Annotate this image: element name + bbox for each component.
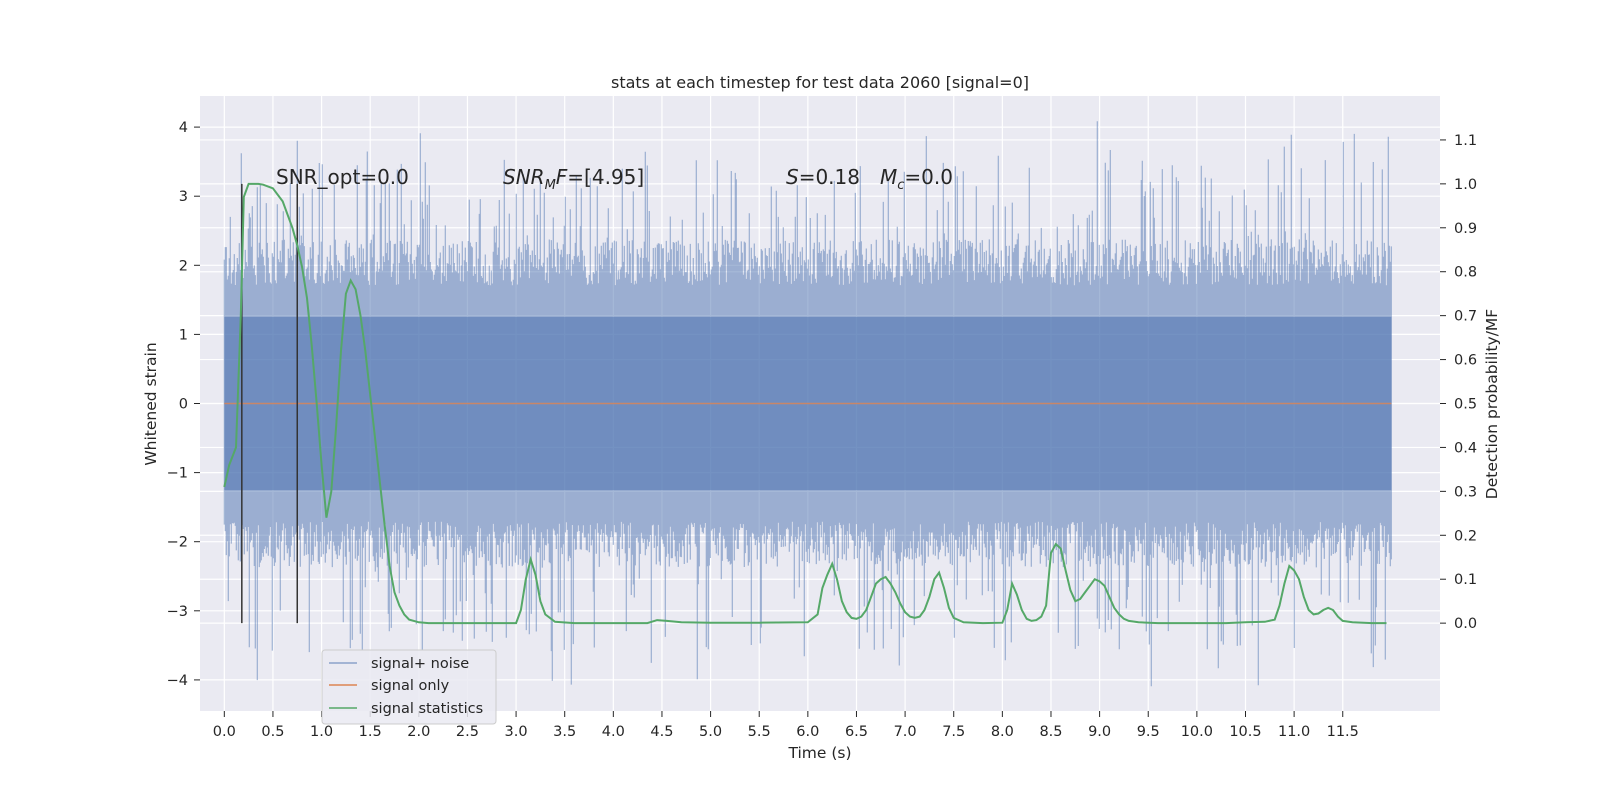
x-tick-label: 3.5 [553, 724, 576, 740]
right-y-tick-label: 0.5 [1454, 397, 1477, 413]
left-y-axis-label: Whitened strain [142, 342, 160, 465]
x-tick-label: 0.0 [213, 724, 236, 740]
mc-symbol: M [880, 165, 897, 189]
s-symbol: S [786, 165, 799, 189]
x-tick-label: 4.0 [602, 724, 625, 740]
x-tick-label: 9.5 [1137, 724, 1160, 740]
snr-mf-value: =[4.95] [567, 165, 644, 189]
x-tick-label: 6.5 [845, 724, 868, 740]
left-y-tick-label: −3 [167, 604, 188, 620]
legend: signal+ noise signal only signal statist… [321, 649, 497, 725]
right-y-tick-label: 0.1 [1454, 572, 1477, 588]
x-tick-label: 2.0 [407, 724, 430, 740]
left-y-tick-label: −4 [167, 673, 188, 689]
x-tick-label: 3.0 [505, 724, 528, 740]
left-y-tick-label: 2 [179, 258, 188, 274]
chart-title: stats at each timestep for test data 206… [611, 73, 1029, 92]
annotation-s: S=0.18 [786, 165, 860, 189]
left-y-tick-label: 0 [179, 397, 188, 413]
x-tick-label: 7.5 [942, 724, 965, 740]
x-tick-label: 8.0 [991, 724, 1014, 740]
x-axis-label: Time (s) [787, 744, 851, 762]
x-tick-label: 10.0 [1181, 724, 1213, 740]
right-y-axis-ticks: 0.0 0.1 0.2 0.3 0.4 0.5 0.6 0.7 0.8 0.9 1.0 1.1 [1440, 133, 1477, 632]
annotation-snr-mf: SNRMF=[4.95] [503, 165, 644, 193]
snr-mf-tail: F [556, 165, 568, 189]
x-tick-label: 8.5 [1039, 724, 1062, 740]
mc-subscript: c [897, 178, 904, 193]
right-y-tick-label: 0.6 [1454, 353, 1477, 369]
right-y-tick-label: 0.2 [1454, 528, 1477, 544]
x-tick-label: 6.0 [796, 724, 819, 740]
x-tick-label: 0.5 [261, 724, 284, 740]
x-tick-label: 7.0 [894, 724, 917, 740]
right-y-tick-label: 0.4 [1454, 440, 1477, 456]
left-y-tick-label: 1 [179, 327, 188, 343]
left-y-tick-label: 4 [179, 120, 188, 136]
right-y-tick-label: 0.0 [1454, 616, 1477, 632]
x-tick-label: 4.5 [650, 724, 673, 740]
right-y-tick-label: 1.0 [1454, 177, 1477, 193]
annotation-mc: Mc=0.0 [880, 165, 953, 193]
legend-label-statistics: signal statistics [371, 701, 483, 717]
x-tick-label: 11.0 [1278, 724, 1310, 740]
x-tick-label: 5.5 [748, 724, 771, 740]
s-value: =0.18 [799, 165, 860, 189]
snr-mf-subscript: M [545, 178, 556, 193]
left-y-tick-label: −2 [167, 535, 188, 551]
signal-statistics-line [223, 182, 1387, 625]
snr-mf-symbol: SNR [503, 165, 545, 189]
x-tick-label: 5.0 [699, 724, 722, 740]
annotation-snr-opt: SNR_opt=0.0 [276, 165, 409, 189]
right-y-tick-label: 0.8 [1454, 265, 1477, 281]
legend-box [321, 649, 497, 725]
legend-label-noise: signal+ noise [371, 656, 469, 672]
x-tick-label: 1.0 [310, 724, 333, 740]
x-tick-label: 11.5 [1327, 724, 1359, 740]
x-tick-label: 10.5 [1229, 724, 1261, 740]
left-y-tick-label: 3 [179, 189, 188, 205]
mc-value: =0.0 [904, 165, 953, 189]
x-axis-ticks: 0.0 0.5 1.0 1.5 2.0 2.5 3.0 3.5 4.0 4.5 5.0 5.5 6.0 6… [213, 711, 1359, 740]
left-y-axis-ticks: −4 −3 −2 −1 0 1 2 3 4 [167, 120, 200, 689]
right-y-tick-label: 0.7 [1454, 309, 1477, 325]
legend-label-signal-only: signal only [371, 678, 450, 694]
left-y-tick-label: −1 [167, 466, 188, 482]
x-tick-label: 2.5 [456, 724, 479, 740]
right-y-tick-label: 0.3 [1454, 484, 1477, 500]
x-tick-label: 9.0 [1088, 724, 1111, 740]
right-y-tick-label: 0.9 [1454, 221, 1477, 237]
x-tick-label: 1.5 [359, 724, 382, 740]
right-y-tick-label: 1.1 [1454, 133, 1477, 149]
right-y-axis-label: Detection probability/MF [1483, 309, 1501, 500]
